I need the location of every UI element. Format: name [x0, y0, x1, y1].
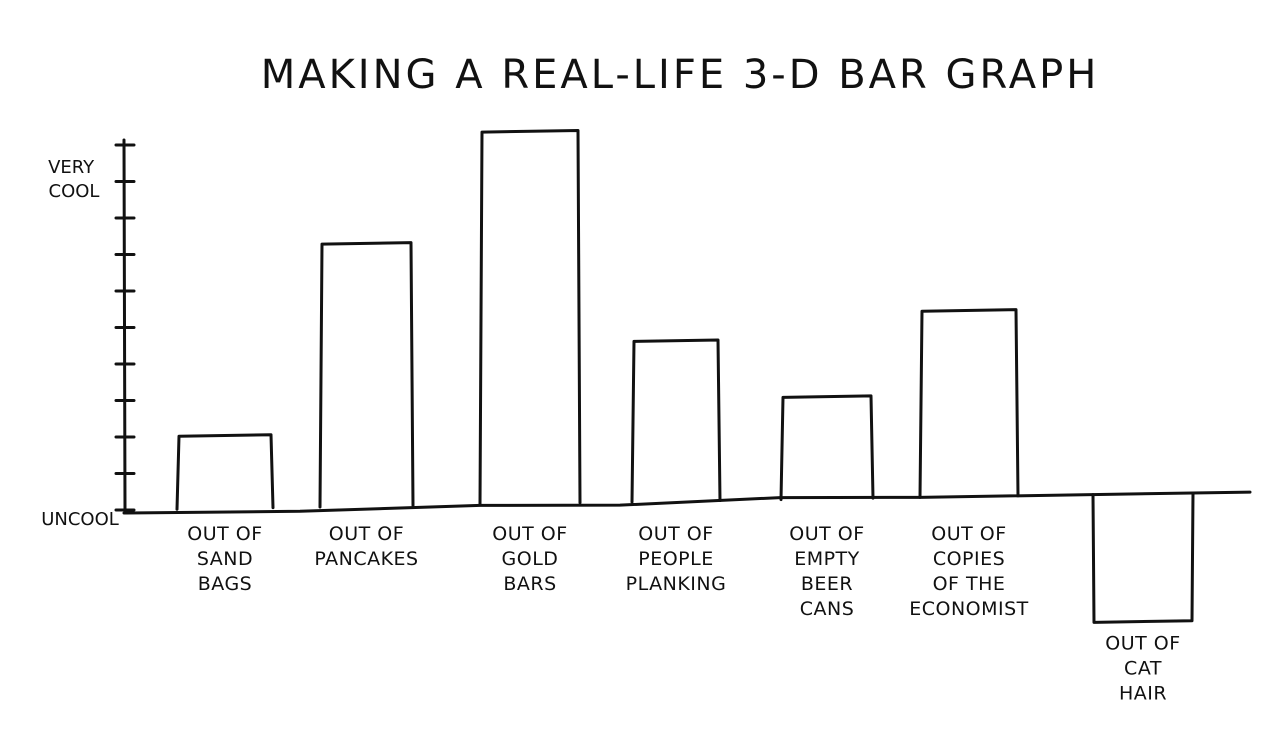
bar	[630, 338, 722, 504]
x-tick-label: OUT OF PEOPLE PLANKING	[626, 523, 727, 595]
x-tick-label: OUT OF PANCAKES	[314, 523, 418, 570]
bar	[918, 308, 1020, 499]
y-axis	[114, 138, 136, 512]
bars	[175, 129, 1195, 624]
x-tick-label: OUT OF SAND BAGS	[187, 523, 262, 595]
chart-title: MAKING A REAL-LIFE 3-D BAR GRAPH	[261, 52, 1100, 98]
y-label-uncool: UNCOOL	[41, 509, 119, 530]
x-axis-baseline	[122, 490, 1252, 515]
bar	[175, 433, 275, 511]
x-tick-label: OUT OF CAT HAIR	[1105, 633, 1180, 705]
bar	[779, 394, 875, 502]
y-axis-line	[122, 138, 127, 512]
bar	[1091, 491, 1195, 624]
x-tick-label: OUT OF COPIES OF THE ECONOMIST	[909, 523, 1029, 620]
bar	[478, 129, 582, 506]
baseline-group	[122, 490, 1252, 515]
bar	[318, 241, 415, 509]
y-label-very-cool: VERY COOL	[48, 157, 100, 202]
x-labels: OUT OF SAND BAGS OUT OF PANCAKES OUT OF GOLD BA…	[187, 523, 1180, 705]
x-tick-label: OUT OF EMPTY BEER CANS	[789, 523, 864, 620]
x-tick-label: OUT OF GOLD BARS	[492, 523, 567, 595]
